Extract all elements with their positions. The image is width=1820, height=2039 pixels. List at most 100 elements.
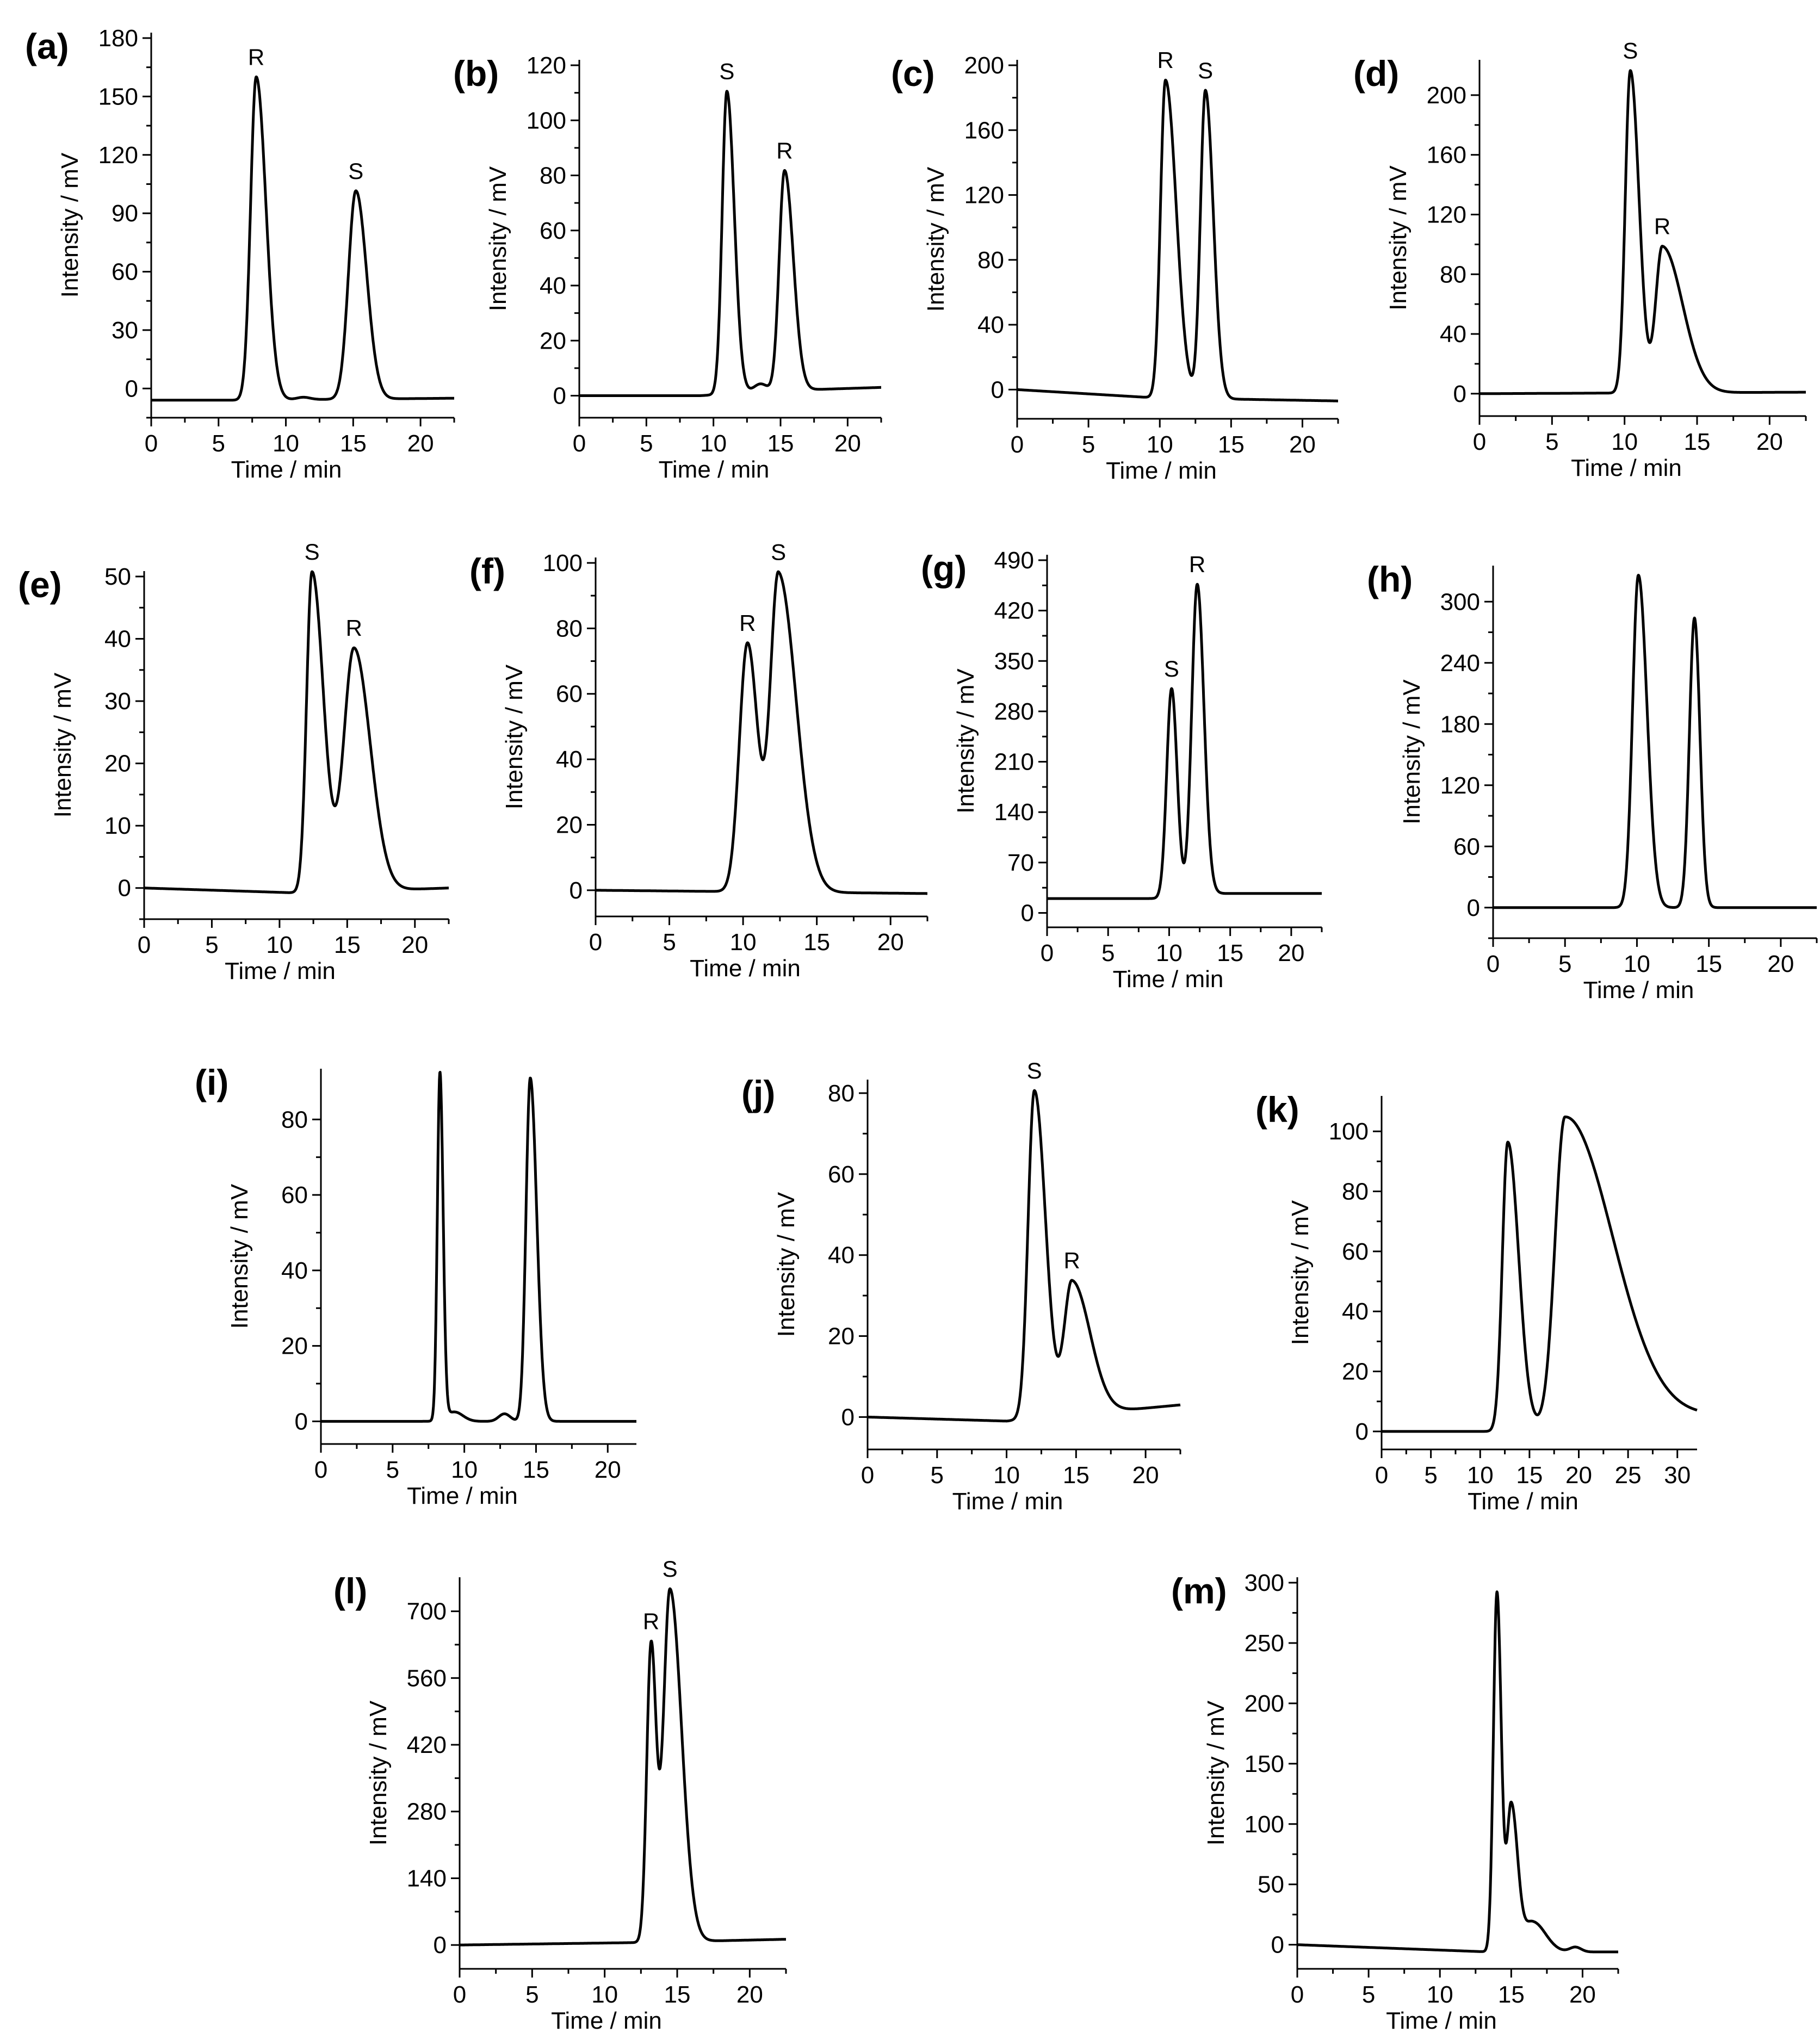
x-tick-label: 0 <box>138 932 151 958</box>
chart-panel-g: 0 5 10 15 20 0 70 140 210 280 350 420 490 Time / min I… <box>921 547 1323 993</box>
y-axis-title: Intensity / mV <box>485 166 511 311</box>
x-tick-label: 0 <box>314 1457 327 1483</box>
x-tick-label: 20 <box>1289 431 1316 458</box>
peak-label-s: S <box>1027 1058 1042 1083</box>
panel-letter: (a) <box>25 26 69 66</box>
x-tick-label: 15 <box>767 430 794 457</box>
x-axis-title: Time / min <box>952 1488 1063 1515</box>
x-tick-label: 5 <box>1545 429 1558 455</box>
y-tick-label: 0 <box>569 877 583 904</box>
x-tick-label: 10 <box>1611 429 1638 455</box>
x-axis-title: Time / min <box>1468 1488 1578 1515</box>
y-tick-label: 40 <box>540 272 566 299</box>
x-tick-label: 15 <box>1695 951 1722 977</box>
x-axis-title: Time / min <box>1583 977 1694 1003</box>
x-tick-label: 5 <box>931 1462 944 1489</box>
panel-letter: (f) <box>469 551 505 591</box>
y-tick-label: 120 <box>1440 772 1480 799</box>
x-tick-label: 5 <box>640 430 653 457</box>
x-tick-label: 10 <box>591 1981 618 2008</box>
peak-label-s: S <box>771 539 786 565</box>
y-tick-label: 120 <box>527 52 566 79</box>
y-axis-title: Intensity / mV <box>1203 1700 1229 1845</box>
chromatogram-trace <box>1296 1590 1619 1954</box>
x-axis-title: Time / min <box>407 1483 518 1509</box>
panel-letter: (m) <box>1171 1571 1227 1611</box>
panel-letter: (h) <box>1367 559 1413 599</box>
x-tick-label: 0 <box>453 1981 466 2008</box>
x-tick-label: 10 <box>1156 940 1183 966</box>
y-axis-title: Intensity / mV <box>923 166 949 312</box>
y-tick-label: 420 <box>407 1732 447 1758</box>
y-tick-label: 0 <box>1271 1932 1284 1959</box>
panel-letter: (k) <box>1255 1089 1299 1130</box>
y-tick-label: 160 <box>1427 142 1466 169</box>
x-tick-label: 5 <box>1424 1462 1437 1489</box>
y-tick-label: 280 <box>994 698 1034 725</box>
x-tick-label: 0 <box>861 1462 874 1489</box>
chart-panel-h: 0 5 10 15 20 0 60 120 180 240 300 Time / min Intensi… <box>1367 559 1818 1003</box>
x-tick-label: 20 <box>1132 1462 1159 1489</box>
chart-panel-j: 0 5 10 15 20 0 20 40 60 80 Time / min Intensity / m… <box>741 1058 1181 1515</box>
y-tick-label: 0 <box>1467 895 1480 921</box>
x-tick-label: 15 <box>340 430 367 457</box>
peak-label-r: R <box>346 615 362 641</box>
chromatogram-trace <box>866 1089 1181 1423</box>
x-tick-label: 5 <box>205 932 218 958</box>
x-tick-label: 20 <box>877 929 904 956</box>
y-tick-label: 40 <box>1440 321 1466 348</box>
panel-letter: (i) <box>195 1062 228 1102</box>
x-tick-label: 5 <box>212 430 225 457</box>
peak-label-s: S <box>305 539 320 565</box>
x-tick-label: 0 <box>1011 431 1024 458</box>
x-tick-label: 5 <box>1362 1981 1375 2008</box>
x-tick-label: 30 <box>1664 1462 1691 1489</box>
y-tick-label: 100 <box>1329 1118 1369 1145</box>
y-tick-label: 0 <box>125 375 138 402</box>
x-tick-label: 0 <box>1375 1462 1388 1489</box>
x-tick-label: 20 <box>1565 1462 1592 1489</box>
y-tick-label: 0 <box>1355 1418 1369 1445</box>
peak-label-s: S <box>1623 38 1638 64</box>
chart-panel-f: 0 5 10 15 20 0 20 40 60 80 100 Time / min Intensity … <box>469 539 928 982</box>
y-tick-label: 50 <box>104 563 131 590</box>
y-tick-label: 100 <box>1245 1811 1284 1838</box>
chromatogram-trace <box>459 1587 787 1947</box>
y-tick-label: 0 <box>1453 381 1466 407</box>
y-tick-label: 700 <box>407 1598 447 1625</box>
y-axis-title: Intensity / mV <box>952 668 979 814</box>
chromatogram-trace <box>320 1070 637 1423</box>
x-axis-title: Time / min <box>1386 2007 1497 2034</box>
x-tick-label: 15 <box>1217 940 1243 966</box>
x-tick-label: 10 <box>993 1462 1020 1489</box>
y-tick-label: 150 <box>98 83 138 110</box>
x-tick-label: 15 <box>1684 429 1711 455</box>
y-tick-label: 350 <box>994 648 1034 674</box>
chart-panel-l: 0 5 10 15 20 0 140 280 420 560 700 Time / min Intens… <box>333 1556 787 2034</box>
y-tick-label: 80 <box>828 1080 855 1107</box>
x-tick-label: 20 <box>407 430 434 457</box>
x-tick-label: 10 <box>1147 431 1173 458</box>
y-axis-title: Intensity / mV <box>226 1183 253 1329</box>
peak-label-r: R <box>1189 551 1205 577</box>
peak-label-s: S <box>1164 656 1179 681</box>
y-tick-label: 20 <box>828 1323 855 1350</box>
y-tick-label: 40 <box>1342 1298 1369 1325</box>
peak-label-r: R <box>643 1609 659 1634</box>
y-tick-label: 10 <box>104 813 131 839</box>
chromatogram-trace <box>1492 574 1818 909</box>
x-tick-label: 5 <box>386 1457 399 1483</box>
y-tick-label: 80 <box>556 615 583 642</box>
x-tick-label: 10 <box>1624 951 1650 977</box>
peak-label-r: R <box>776 138 793 163</box>
chromatogram-trace <box>1381 1115 1698 1433</box>
y-tick-label: 0 <box>434 1932 447 1959</box>
x-tick-label: 20 <box>1569 1981 1596 2008</box>
x-axis-title: Time / min <box>231 456 342 483</box>
x-tick-label: 15 <box>1063 1462 1089 1489</box>
y-tick-label: 30 <box>104 688 131 715</box>
y-tick-label: 30 <box>112 317 138 344</box>
y-tick-label: 240 <box>1440 650 1480 677</box>
